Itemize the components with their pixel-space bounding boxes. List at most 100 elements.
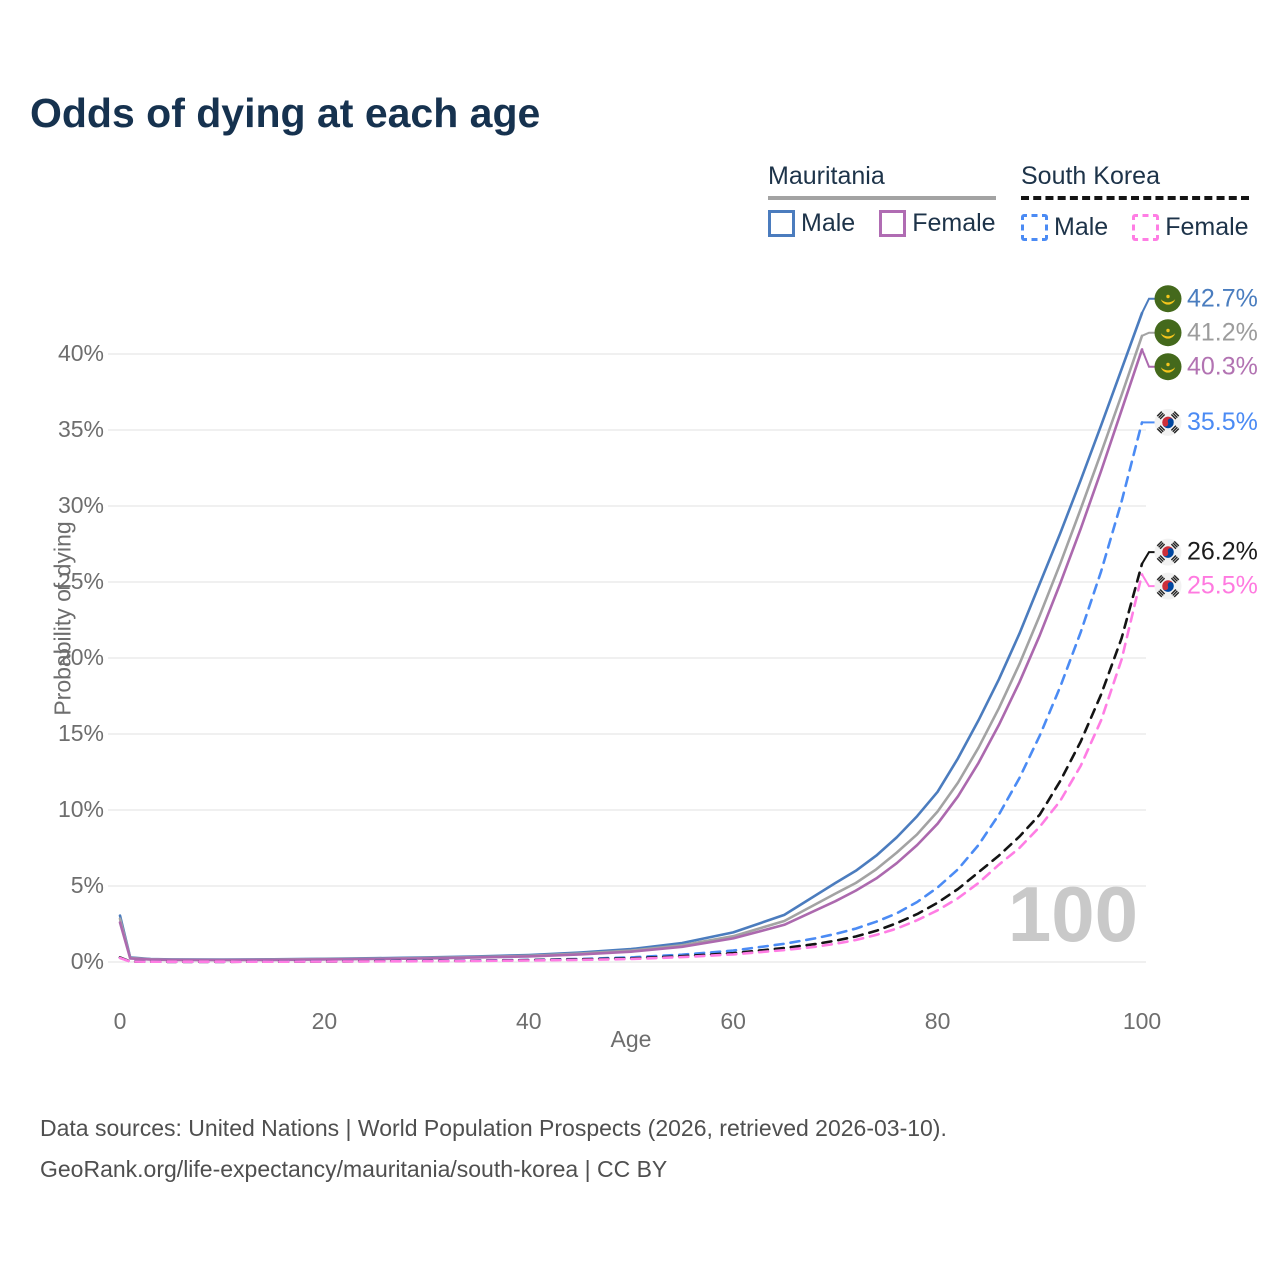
end-value-label-south-korea-male: 35.5% bbox=[1187, 408, 1258, 436]
leader-line-mauritania-male bbox=[1141, 297, 1156, 314]
trigram-bar bbox=[1156, 574, 1163, 581]
trigram-icon bbox=[1156, 554, 1166, 564]
legend-item-mauritania-male[interactable]: Male bbox=[768, 209, 855, 238]
legend-item-mauritania-female[interactable]: Female bbox=[879, 209, 996, 238]
x-tick-label: 100 bbox=[1123, 1008, 1161, 1034]
end-value-label-south-korea-both: 26.2% bbox=[1187, 538, 1258, 566]
end-value-label-mauritania-female: 40.3% bbox=[1187, 352, 1258, 380]
series-line-south-korea-female bbox=[118, 573, 1144, 964]
trigram-bar bbox=[1173, 591, 1180, 598]
trigram-bar bbox=[1159, 425, 1166, 431]
leader-line-south-korea-both bbox=[1141, 551, 1156, 565]
trigram-bar bbox=[1170, 425, 1177, 431]
legend-item-south-korea-female[interactable]: Female bbox=[1132, 213, 1249, 242]
trigram-bar bbox=[1170, 413, 1177, 420]
trigram-bar bbox=[1172, 556, 1178, 562]
taeguk-red-lobe bbox=[1162, 584, 1169, 591]
flag-mauritania-female bbox=[1154, 353, 1182, 381]
series-line-mauritania-male bbox=[118, 311, 1144, 961]
star-icon bbox=[1166, 294, 1170, 299]
legend-line-style-solid bbox=[768, 196, 996, 200]
y-tick-label: 10% bbox=[58, 796, 104, 822]
taeguk-icon bbox=[1162, 416, 1174, 429]
y-tick-label: 20% bbox=[58, 644, 104, 670]
leader-line-south-korea-female bbox=[1141, 573, 1156, 588]
trigram-bar bbox=[1172, 590, 1178, 596]
trigram-icon bbox=[1170, 411, 1180, 420]
trigram-icon bbox=[1156, 574, 1166, 584]
legend-group-mauritania: Mauritania Male Female bbox=[768, 162, 996, 238]
end-value-label-mauritania-male: 42.7% bbox=[1187, 284, 1258, 312]
leader-line-mauritania-female bbox=[1141, 349, 1156, 368]
legend-country-label: South Korea bbox=[1021, 162, 1160, 190]
trigram-bar bbox=[1159, 554, 1166, 561]
series-line-south-korea-male bbox=[118, 421, 1144, 964]
trigram-bar bbox=[1172, 412, 1178, 419]
legend-group-south-korea: South Korea Male Female bbox=[1021, 162, 1249, 242]
y-tick-label: 25% bbox=[58, 568, 104, 594]
taeguk-blue-lobe bbox=[1167, 582, 1174, 588]
trigram-bar bbox=[1170, 588, 1177, 595]
mauritania-flag-icon bbox=[1154, 319, 1182, 347]
trigram-bar bbox=[1173, 428, 1180, 434]
end-value-label-mauritania-both: 41.2% bbox=[1187, 318, 1258, 346]
male-solid-swatch-icon bbox=[768, 210, 795, 237]
trigram-bar bbox=[1159, 413, 1166, 420]
star-icon bbox=[1166, 328, 1170, 333]
trigram-bar bbox=[1156, 428, 1163, 434]
series-line-mauritania-female bbox=[118, 348, 1144, 962]
trigram-icon bbox=[1156, 588, 1166, 598]
taeguk-icon bbox=[1162, 580, 1174, 592]
trigram-bar bbox=[1170, 543, 1177, 550]
footer-attribution: GeoRank.org/life-expectancy/mauritania/s… bbox=[40, 1156, 668, 1182]
crescent-icon bbox=[1160, 367, 1176, 373]
x-tick-label: 20 bbox=[312, 1008, 338, 1034]
trigram-icon bbox=[1170, 540, 1180, 550]
y-tick-label: 0% bbox=[71, 948, 104, 974]
legend-country-label: Mauritania bbox=[768, 162, 885, 190]
male-dashed-swatch-icon bbox=[1021, 214, 1048, 241]
trigram-bar bbox=[1173, 574, 1180, 581]
trigram-bar bbox=[1159, 543, 1166, 550]
y-tick-label: 15% bbox=[58, 720, 104, 746]
x-axis-title: Age bbox=[610, 1026, 652, 1052]
trigram-icon bbox=[1156, 540, 1166, 550]
trigram-icon bbox=[1170, 574, 1180, 584]
trigram-bar bbox=[1158, 426, 1164, 433]
trigram-bar bbox=[1173, 540, 1180, 547]
footer: Data sources: United Nations | World Pop… bbox=[40, 1108, 947, 1190]
x-tick-label: 0 bbox=[114, 1008, 127, 1034]
crescent-icon bbox=[1160, 333, 1176, 339]
taeguk-red-lobe bbox=[1162, 420, 1169, 427]
trigram-bar bbox=[1158, 542, 1164, 548]
mauritania-flag-icon bbox=[1154, 285, 1182, 313]
trigram-bar bbox=[1156, 411, 1163, 417]
trigram-bar bbox=[1159, 577, 1166, 584]
taeguk-blue-lobe bbox=[1167, 418, 1174, 425]
legend-item-south-korea-male[interactable]: Male bbox=[1021, 213, 1108, 242]
trigram-bar bbox=[1159, 588, 1166, 595]
trigram-icon bbox=[1170, 588, 1180, 598]
y-tick-label: 35% bbox=[58, 416, 104, 442]
mauritania-flag-icon bbox=[1154, 353, 1182, 381]
trigram-bar bbox=[1158, 576, 1164, 582]
flag-south-korea-female bbox=[1154, 572, 1182, 600]
trigram-bar bbox=[1170, 577, 1177, 584]
crescent-icon bbox=[1160, 299, 1176, 305]
page-title: Odds of dying at each age bbox=[30, 90, 541, 136]
leader-line-mauritania-both bbox=[1141, 331, 1156, 337]
trigram-bar bbox=[1156, 557, 1163, 564]
series-line-south-korea-both bbox=[118, 562, 1144, 964]
y-tick-label: 5% bbox=[71, 872, 104, 898]
footer-sources: Data sources: United Nations | World Pop… bbox=[40, 1115, 947, 1141]
x-tick-label: 40 bbox=[516, 1008, 542, 1034]
taeguk-blue-lobe bbox=[1167, 548, 1174, 554]
x-tick-label: 80 bbox=[925, 1008, 951, 1034]
trigram-bar bbox=[1156, 540, 1163, 547]
trigram-bar bbox=[1156, 591, 1163, 598]
end-value-label-south-korea-female: 25.5% bbox=[1187, 572, 1258, 600]
trigram-bar bbox=[1158, 412, 1164, 419]
trigram-icon bbox=[1156, 425, 1166, 434]
